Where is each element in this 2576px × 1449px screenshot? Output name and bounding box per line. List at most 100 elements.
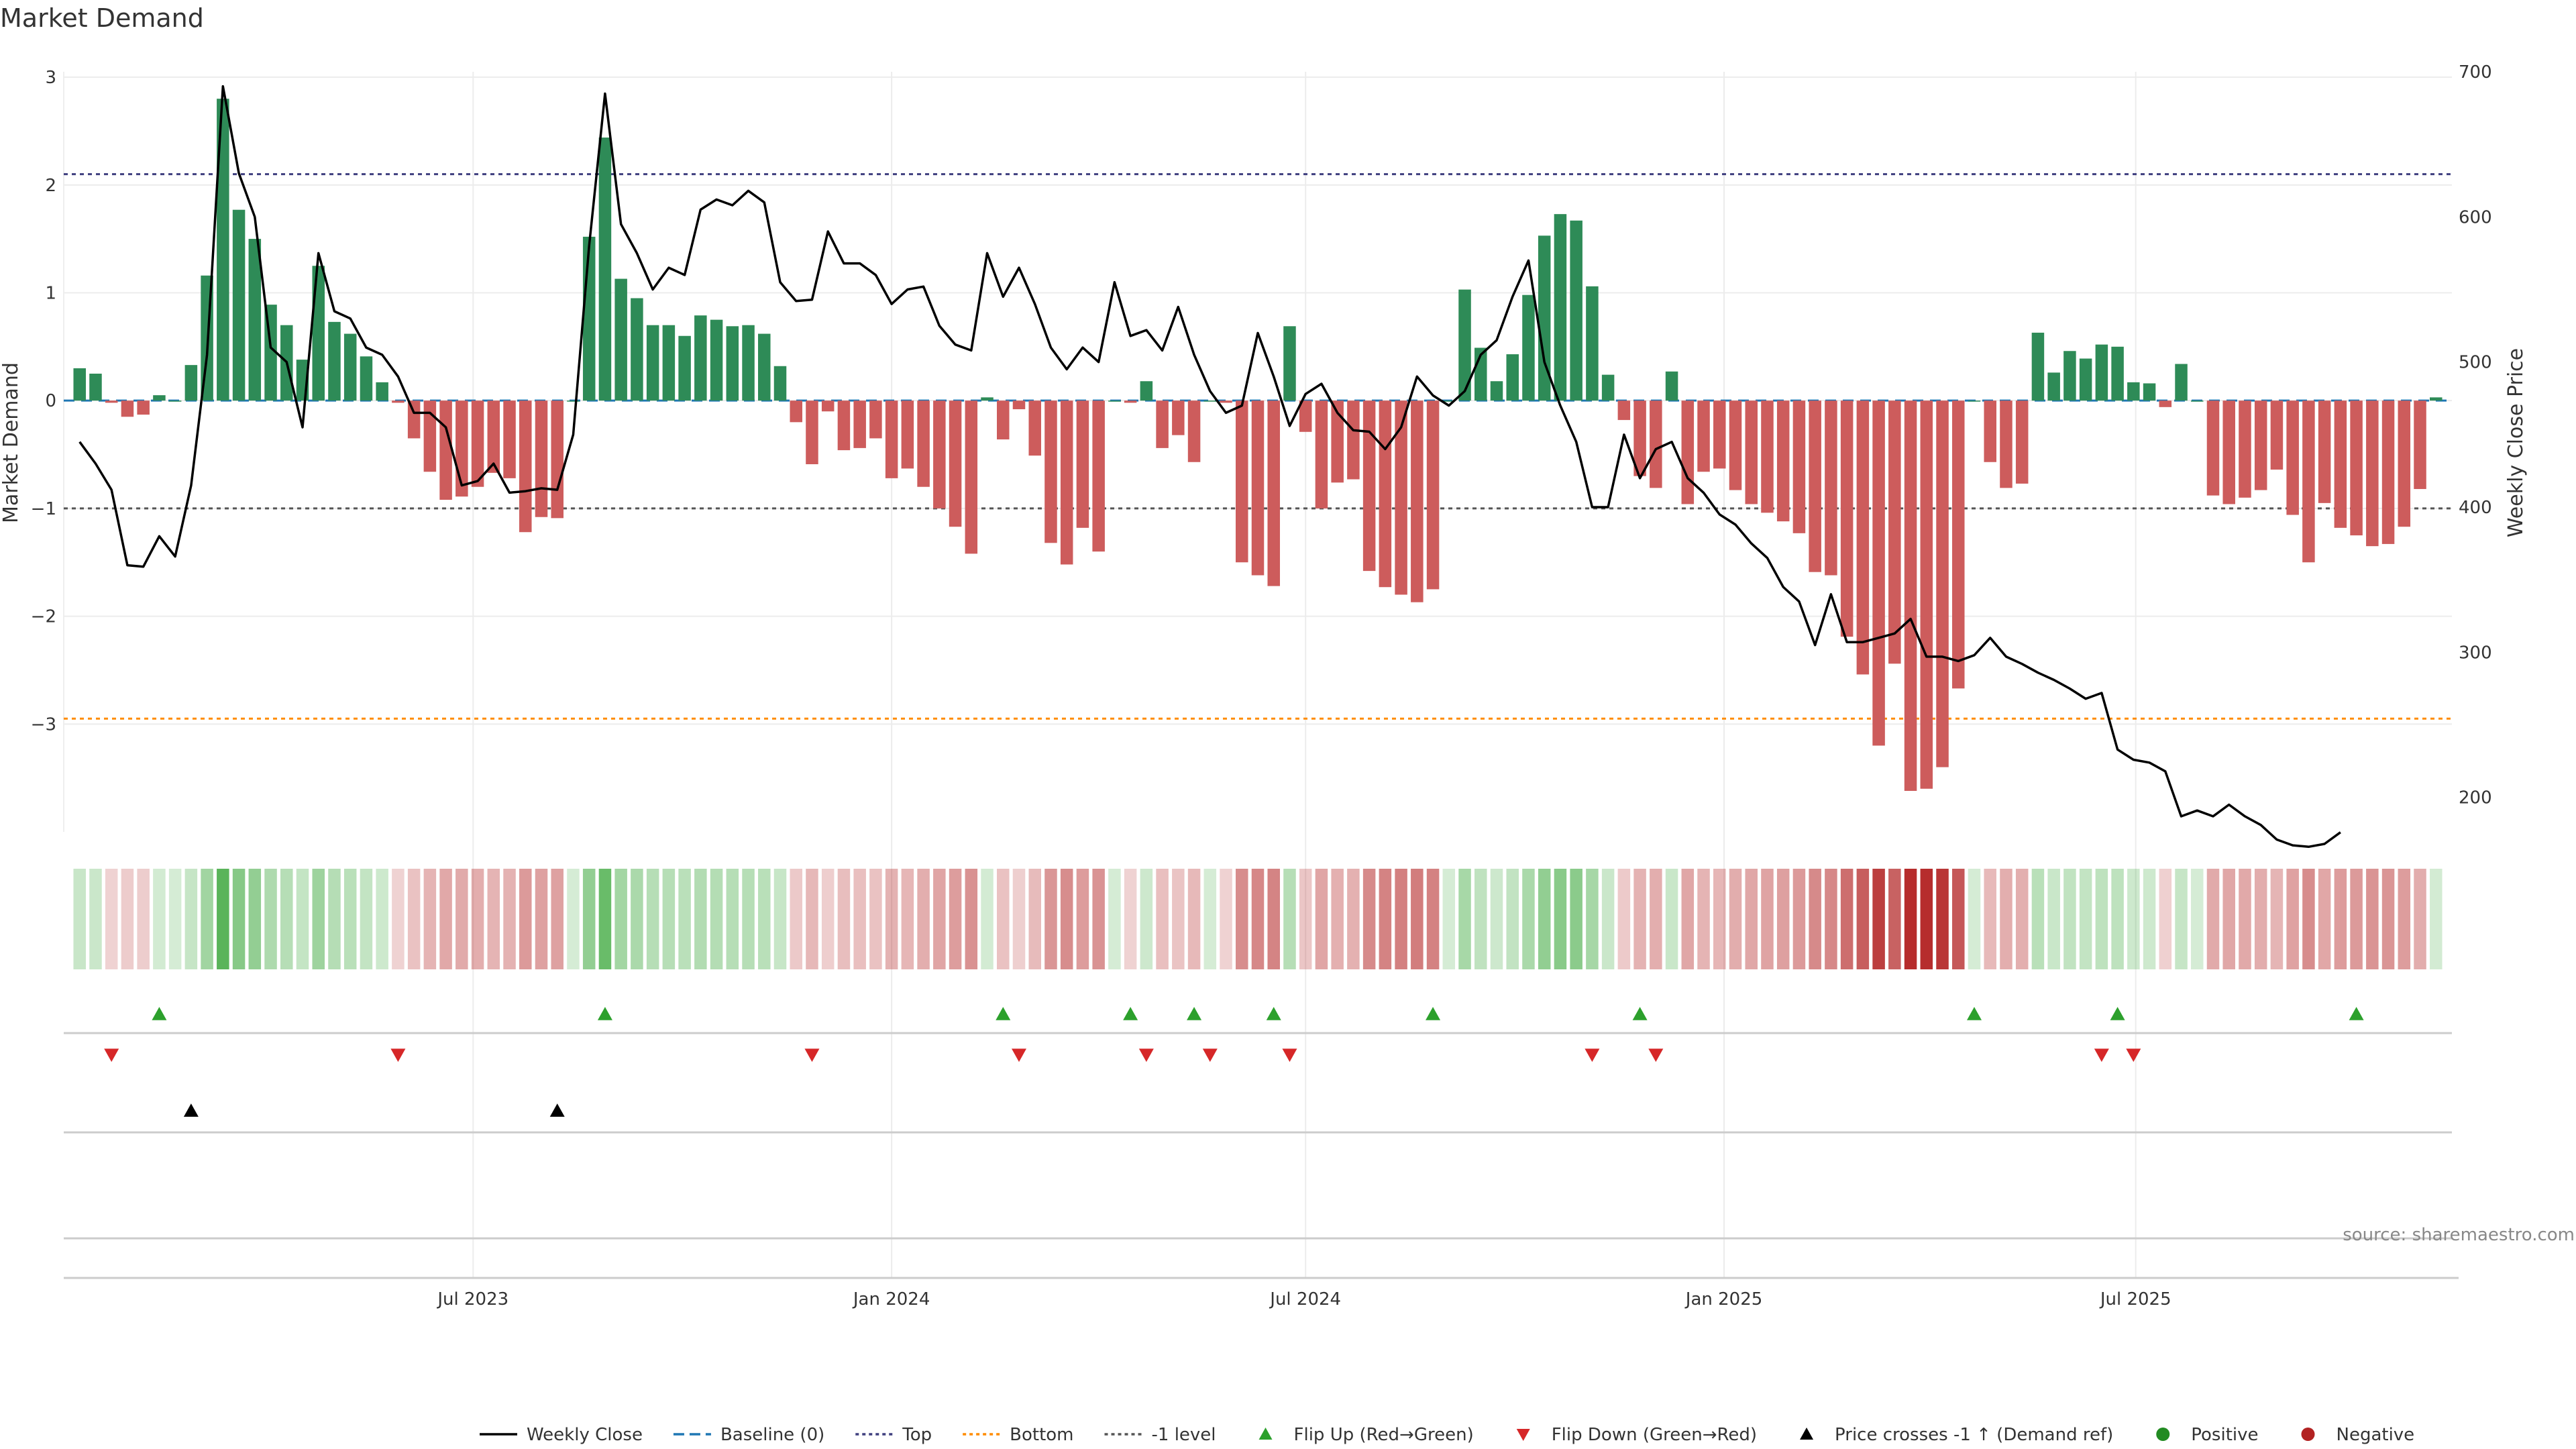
demand-bar: [407, 400, 421, 439]
demand-bar: [1888, 400, 1901, 664]
legend-label: Baseline (0): [720, 1425, 824, 1445]
flip-down-marker: [1138, 1049, 1154, 1062]
strip-cell: [1952, 869, 1965, 969]
demand-bar: [662, 325, 676, 401]
demand-bar: [773, 366, 787, 401]
strip-cell: [153, 869, 166, 969]
demand-bar: [1124, 400, 1137, 403]
demand-bar: [1203, 400, 1217, 402]
demand-bar: [535, 400, 548, 517]
strip-cell: [997, 869, 1010, 969]
demand-bar: [1538, 235, 1551, 401]
demand-bar: [1872, 400, 1885, 746]
strip-cell: [885, 869, 898, 969]
legend-item: Baseline (0): [673, 1425, 824, 1445]
left-tick-label: −3: [31, 714, 56, 735]
strip-cell: [2159, 869, 2172, 969]
strip-cell: [1220, 869, 1232, 969]
demand-bar: [439, 400, 452, 500]
demand-bar: [1856, 400, 1870, 675]
demand-bar: [1697, 400, 1710, 472]
demand-bar: [1251, 400, 1265, 576]
strip-cell: [646, 869, 659, 969]
strip-cell: [1442, 869, 1456, 969]
x-tick-label: Jan 2025: [1684, 1289, 1763, 1309]
demand-bar: [981, 397, 994, 401]
demand-bar: [312, 266, 325, 401]
strip-cell: [1362, 869, 1376, 969]
strip-cell: [1203, 869, 1217, 969]
demand-bar: [2206, 400, 2220, 496]
strip-cell: [869, 869, 882, 969]
strip-cell: [1792, 869, 1806, 969]
grid-lines: [64, 72, 2452, 1278]
strip-cell: [2414, 869, 2426, 969]
x-tick-label: Jan 2024: [852, 1289, 930, 1309]
demand-bar: [1458, 289, 1471, 401]
strip-cell: [1379, 869, 1392, 969]
legend-item: Top: [855, 1425, 932, 1445]
strip-cell: [901, 869, 914, 969]
strip-cell: [519, 869, 532, 969]
strip-cell: [726, 869, 739, 969]
strip-cell: [1761, 869, 1774, 969]
strip-cell: [1650, 869, 1662, 969]
strip-cell: [280, 869, 293, 969]
demand-bar: [2000, 400, 2012, 488]
strip-cell: [184, 869, 198, 969]
strip-cell: [73, 869, 86, 969]
demand-bars: [73, 99, 2443, 791]
strip-cell: [392, 869, 405, 969]
legend: Weekly Close Baseline (0) Top Bottom -1 leve…: [480, 1425, 2414, 1445]
demand-bar: [168, 400, 182, 402]
x-tick-label: Jul 2025: [2099, 1289, 2171, 1309]
legend-label: -1 level: [1152, 1425, 1216, 1445]
demand-bar: [2270, 400, 2284, 470]
demand-bar: [949, 400, 962, 527]
demand-bar: [1299, 400, 1312, 432]
demand-bar: [121, 400, 134, 417]
demand-bar: [1522, 294, 1535, 401]
demand-bar: [2111, 346, 2124, 401]
demand-bar: [1681, 400, 1695, 504]
x-tick-label: Jul 2023: [436, 1289, 508, 1309]
left-tick-label: 0: [45, 391, 56, 411]
demand-bar: [869, 400, 882, 439]
flip-down-marker: [1585, 1049, 1600, 1062]
demand-bar: [2175, 364, 2188, 401]
demand-bar: [853, 400, 866, 448]
demand-bar: [2159, 400, 2172, 407]
legend-label: Flip Up (Red→Green): [1294, 1425, 1474, 1445]
demand-bar: [1426, 400, 1440, 590]
demand-bar: [360, 356, 373, 401]
demand-bar: [631, 298, 643, 401]
strip-cell: [1729, 869, 1742, 969]
strip-cell: [471, 869, 484, 969]
strip-cell: [1267, 869, 1280, 969]
legend-label: Top: [902, 1425, 932, 1445]
strip-cell: [121, 869, 134, 969]
strip-cell: [1538, 869, 1551, 969]
demand-bar: [917, 400, 930, 487]
demand-bar: [2191, 400, 2204, 402]
strip-cell: [790, 869, 802, 969]
flip-up-marker: [1632, 1007, 1648, 1020]
demand-bar: [1650, 400, 1662, 488]
demand-bar: [1904, 400, 1917, 791]
demand-bar: [1044, 400, 1057, 543]
strip-cell: [965, 869, 978, 969]
demand-bar: [1411, 400, 1424, 602]
demand-bar: [2095, 344, 2108, 401]
legend-swatch: [1258, 1428, 1273, 1440]
strip-cell: [2015, 869, 2029, 969]
demand-bar: [1187, 400, 1201, 462]
strip-cell: [1347, 869, 1360, 969]
strip-cell: [1060, 869, 1073, 969]
demand-bar: [423, 400, 437, 472]
left-tick-label: 1: [45, 283, 56, 303]
strip-cell: [1872, 869, 1885, 969]
strip-cell: [376, 869, 388, 969]
strip-cell: [1187, 869, 1201, 969]
strip-cell: [1809, 869, 1821, 969]
strip-cell: [1028, 869, 1041, 969]
